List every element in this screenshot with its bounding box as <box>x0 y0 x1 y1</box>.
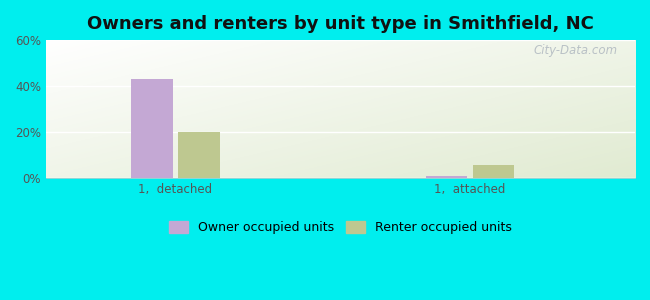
Bar <box>178 132 220 178</box>
Legend: Owner occupied units, Renter occupied units: Owner occupied units, Renter occupied un… <box>162 215 518 241</box>
Bar <box>426 176 467 178</box>
Title: Owners and renters by unit type in Smithfield, NC: Owners and renters by unit type in Smith… <box>87 15 594 33</box>
Text: City-Data.com: City-Data.com <box>533 44 618 57</box>
Bar <box>473 165 514 178</box>
Bar <box>131 79 172 178</box>
